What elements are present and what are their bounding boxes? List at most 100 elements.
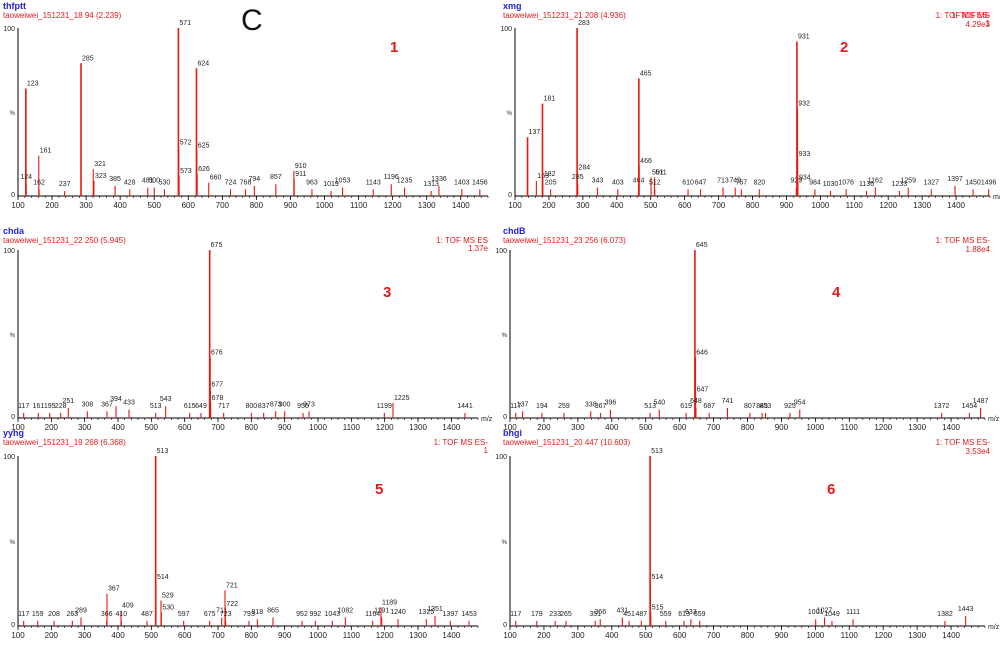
x-tick-label: 1200 xyxy=(874,423,892,432)
peak-label: 1191 xyxy=(374,608,389,615)
x-tick-label: 500 xyxy=(145,631,159,640)
x-tick-label: 1000 xyxy=(316,201,334,210)
x-axis-unit: m/z xyxy=(988,624,1000,631)
peak-label: 117 xyxy=(510,611,521,618)
sample-name: thfptt xyxy=(3,1,26,11)
x-tick-label: 1000 xyxy=(309,631,327,640)
peak-label: 807 xyxy=(744,403,756,410)
y-tick-label: 0 xyxy=(11,192,15,199)
x-tick-label: 600 xyxy=(673,631,687,640)
peak-label: 1053 xyxy=(335,178,351,185)
peak-label: 646 xyxy=(696,350,708,357)
peak-label: 931 xyxy=(798,33,810,40)
x-tick-label: 200 xyxy=(537,631,551,640)
peak-label: 1082 xyxy=(338,608,354,615)
x-tick-label: 1300 xyxy=(908,423,926,432)
x-tick-label: 1200 xyxy=(376,423,394,432)
peak-label: 615 xyxy=(184,403,196,410)
x-tick-label: 1300 xyxy=(418,201,436,210)
peak-label: 934 xyxy=(799,175,811,182)
x-axis-unit: m/z xyxy=(988,416,1000,423)
x-tick-label: 700 xyxy=(216,201,230,210)
x-tick-label: 1200 xyxy=(376,631,394,640)
peak-label: 1450 xyxy=(965,179,981,186)
peak-label: 263 xyxy=(66,611,78,618)
y-tick-label: 0 xyxy=(503,622,507,629)
peak-label: 973 xyxy=(303,401,315,408)
peak-label: 1453 xyxy=(461,611,477,618)
peak-label: 648 xyxy=(690,398,702,405)
scan-label: 1: TOF MS ES- xyxy=(434,438,489,447)
y-axis-label: % xyxy=(507,111,513,117)
x-tick-label: 800 xyxy=(746,201,760,210)
peak-label: 1382 xyxy=(937,611,953,618)
x-tick-label: 1200 xyxy=(874,631,892,640)
peak-label: 529 xyxy=(162,593,174,600)
x-tick-label: 800 xyxy=(245,631,259,640)
x-tick-label: 1200 xyxy=(384,201,402,210)
peak-label: 367 xyxy=(595,403,607,410)
peak-label: 182 xyxy=(544,171,556,178)
x-tick-label: 700 xyxy=(707,423,721,432)
peak-label: 385 xyxy=(109,176,121,183)
peak-label: 1336 xyxy=(431,176,447,183)
peak-label: 162 xyxy=(33,179,45,186)
y-tick-label: 100 xyxy=(495,454,507,461)
peak-label: 161 xyxy=(40,148,52,155)
peak-label: 767 xyxy=(735,179,747,186)
x-tick-label: 1300 xyxy=(409,631,427,640)
peak-label: 963 xyxy=(306,179,318,186)
peak-label: 768 xyxy=(240,179,252,186)
x-tick-label: 100 xyxy=(11,631,25,640)
peak-label: 1196 xyxy=(384,174,399,181)
peak-label: 676 xyxy=(211,350,223,357)
x-tick-label: 1300 xyxy=(913,201,931,210)
x-tick-label: 200 xyxy=(45,631,59,640)
peak-label: 910 xyxy=(295,163,307,170)
peak-label: 955 xyxy=(297,403,309,410)
x-tick-label: 1400 xyxy=(942,423,960,432)
peak-label: 308 xyxy=(81,401,93,408)
peak-label: 1240 xyxy=(390,609,406,616)
panel-number: 5 xyxy=(375,481,383,498)
x-tick-label: 1100 xyxy=(350,201,368,210)
x-tick-label: 200 xyxy=(537,423,551,432)
x-axis-unit: m/z xyxy=(481,416,493,423)
peak-label: 610 xyxy=(682,179,694,186)
peak-label: 933 xyxy=(799,151,811,158)
peak-label: 233 xyxy=(549,611,561,618)
x-tick-label: 300 xyxy=(576,201,590,210)
peak-label: 571 xyxy=(179,20,191,27)
panel-number: 2 xyxy=(840,39,848,56)
figure-letter: C xyxy=(241,4,263,37)
peak-label: 179 xyxy=(531,611,543,618)
peak-label: 1397 xyxy=(947,176,963,183)
x-tick-label: 300 xyxy=(79,201,93,210)
x-tick-label: 800 xyxy=(741,423,755,432)
peak-label: 619 xyxy=(680,403,692,410)
panel-number: 1 xyxy=(390,39,398,56)
x-tick-label: 900 xyxy=(278,423,292,432)
x-tick-label: 100 xyxy=(503,631,517,640)
peak-label: 660 xyxy=(210,175,222,182)
sample-name: yyhg xyxy=(3,428,24,438)
x-tick-label: 300 xyxy=(571,423,585,432)
file-label: taoweiwei_151231_20 447 (10.603) xyxy=(503,438,631,447)
peak-label: 351 xyxy=(589,611,601,618)
peak-label: 1327 xyxy=(924,179,940,186)
peak-label: 724 xyxy=(225,179,237,186)
peak-label: 117 xyxy=(18,611,29,618)
peak-label: 678 xyxy=(212,395,224,402)
y-tick-label: 100 xyxy=(495,248,507,255)
peak-label: 659 xyxy=(694,611,706,618)
y-tick-label: 100 xyxy=(3,454,15,461)
peak-label: 513 xyxy=(644,403,656,410)
peak-label: 1189 xyxy=(382,599,397,606)
scan-label: 1: TOF MS xyxy=(951,11,990,20)
peak-label: 323 xyxy=(95,173,107,180)
peak-label: 818 xyxy=(251,609,263,616)
scan-label-2: 1.37e xyxy=(468,244,489,253)
peak-label: 367 xyxy=(108,586,120,593)
